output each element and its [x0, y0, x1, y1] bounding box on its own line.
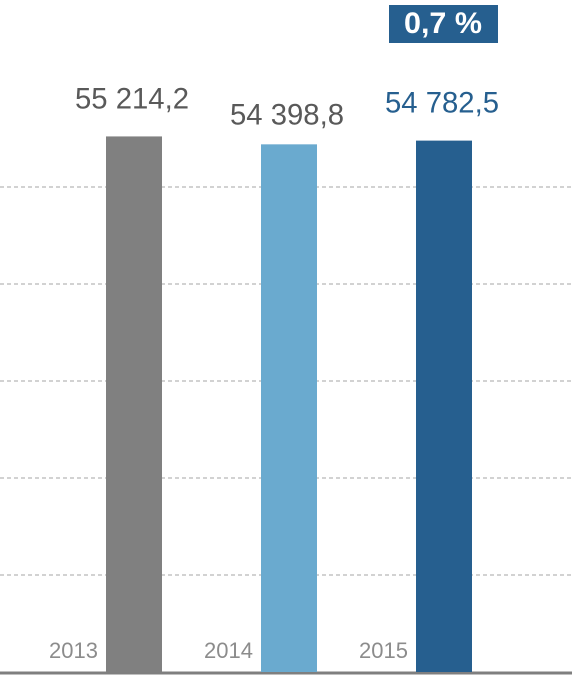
bar: [416, 140, 472, 673]
x-tick-label: 2013: [49, 638, 98, 663]
value-label: 54 398,8: [230, 98, 344, 131]
x-tick-label: 2015: [359, 638, 408, 663]
bar: [261, 144, 317, 672]
annotation-box: [389, 5, 498, 43]
annotation: 0,7 %: [404, 7, 482, 40]
value-label: 54 782,5: [385, 87, 499, 120]
value-label: 55 214,2: [75, 82, 189, 115]
x-tick-label: 2014: [204, 638, 253, 663]
bar: [106, 136, 162, 673]
